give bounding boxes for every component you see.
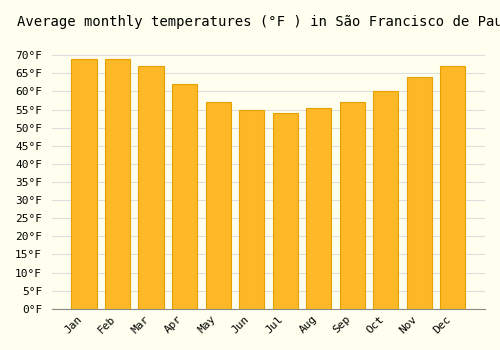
Bar	[138, 66, 164, 309]
Bar	[373, 91, 398, 309]
Title: Average monthly temperatures (°F ) in São Francisco de Paula: Average monthly temperatures (°F ) in Sã…	[17, 15, 500, 29]
Bar	[406, 77, 432, 309]
Bar	[239, 110, 264, 309]
Bar	[172, 84, 197, 309]
Bar	[306, 108, 331, 309]
Bar	[206, 102, 231, 309]
Bar	[72, 59, 96, 309]
Bar	[440, 66, 466, 309]
Bar	[105, 59, 130, 309]
Bar	[272, 113, 297, 309]
Bar	[340, 102, 364, 309]
